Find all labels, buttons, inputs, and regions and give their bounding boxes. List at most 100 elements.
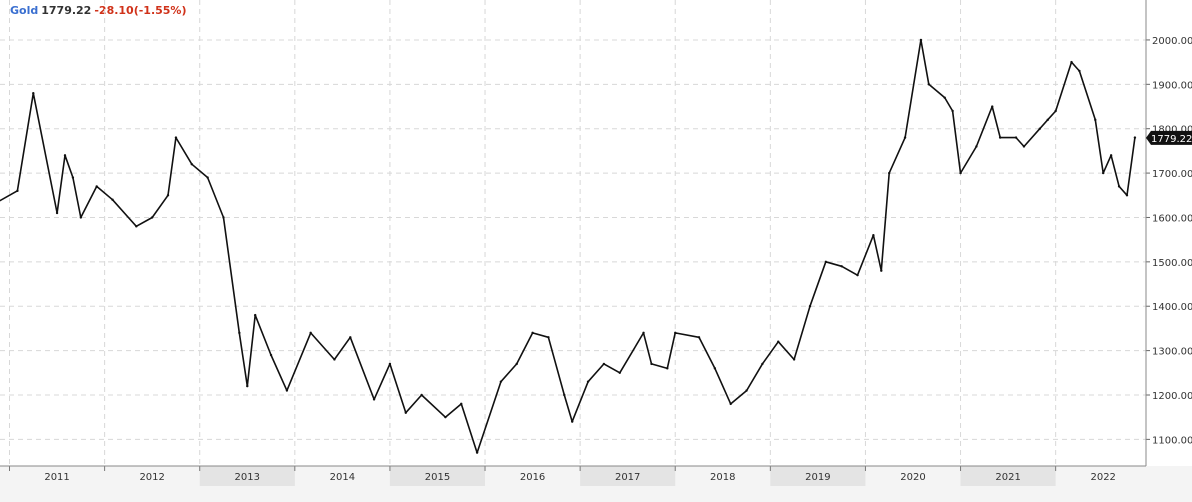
data-point bbox=[872, 234, 875, 237]
data-point bbox=[697, 336, 701, 339]
symbol-label: Gold bbox=[10, 4, 39, 17]
y-tick-label: 1700.00 bbox=[1152, 169, 1192, 180]
data-point bbox=[1046, 118, 1049, 122]
data-point bbox=[856, 273, 859, 277]
data-point bbox=[808, 305, 812, 308]
data-point bbox=[602, 362, 606, 366]
price-change: -28.10(-1.55%) bbox=[94, 4, 187, 17]
data-point bbox=[1133, 136, 1137, 139]
year-band-2013 bbox=[199, 466, 295, 486]
data-point bbox=[903, 136, 907, 139]
y-tick-label: 1500.00 bbox=[1152, 258, 1192, 269]
data-point bbox=[71, 176, 75, 179]
x-tick-label: 2017 bbox=[615, 472, 640, 483]
data-point bbox=[253, 313, 257, 317]
x-tick-label: 2016 bbox=[520, 472, 545, 483]
data-point bbox=[269, 353, 273, 357]
data-point bbox=[975, 145, 978, 148]
y-tick-label: 1800.00 bbox=[1152, 125, 1192, 136]
data-point bbox=[792, 358, 796, 361]
data-point bbox=[206, 176, 209, 179]
data-point bbox=[1054, 109, 1057, 113]
data-point bbox=[1070, 60, 1073, 64]
data-point bbox=[650, 362, 653, 366]
x-tick-label: 2012 bbox=[139, 472, 164, 483]
data-point bbox=[190, 163, 193, 166]
year-band-2017 bbox=[580, 466, 676, 486]
year-band-2021 bbox=[960, 466, 1056, 486]
data-point bbox=[150, 216, 154, 219]
data-point bbox=[1117, 185, 1121, 188]
data-point bbox=[888, 171, 891, 175]
year-band-2015 bbox=[389, 466, 486, 486]
data-point bbox=[642, 331, 645, 335]
data-point bbox=[32, 92, 35, 95]
data-point bbox=[1109, 154, 1113, 157]
y-tick-label: 1300.00 bbox=[1152, 347, 1192, 358]
data-point bbox=[586, 380, 590, 383]
data-point bbox=[959, 171, 962, 175]
data-point bbox=[349, 336, 352, 339]
data-point bbox=[666, 367, 669, 370]
data-point bbox=[1038, 127, 1042, 130]
y-tick-label: 2000.00 bbox=[1152, 36, 1192, 47]
x-tick-label: 2018 bbox=[710, 472, 735, 483]
data-point bbox=[111, 198, 114, 201]
data-point bbox=[880, 269, 883, 272]
x-tick-label: 2020 bbox=[900, 472, 925, 483]
data-point bbox=[729, 402, 732, 406]
data-point bbox=[1125, 194, 1129, 197]
series-layer bbox=[0, 38, 1137, 454]
data-point bbox=[420, 393, 423, 397]
x-tick-label: 2021 bbox=[995, 472, 1020, 483]
series-line bbox=[0, 39, 1136, 454]
x-tick-label: 2015 bbox=[425, 472, 450, 483]
data-point bbox=[444, 415, 447, 419]
data-point bbox=[460, 402, 463, 406]
x-tick-label: 2013 bbox=[235, 472, 260, 483]
data-point bbox=[563, 393, 566, 397]
data-point bbox=[309, 331, 312, 335]
y-tick-label: 1400.00 bbox=[1152, 302, 1192, 313]
data-point bbox=[285, 389, 289, 392]
data-point bbox=[55, 211, 59, 215]
gridlines bbox=[0, 0, 1146, 466]
data-point bbox=[777, 340, 780, 343]
data-point bbox=[951, 109, 954, 113]
last-value-tag bbox=[1146, 130, 1192, 145]
data-point bbox=[333, 358, 336, 361]
data-point bbox=[95, 185, 98, 188]
data-point bbox=[1102, 171, 1105, 175]
data-point bbox=[824, 260, 828, 264]
data-point bbox=[1022, 145, 1026, 148]
y-tick-label: 1200.00 bbox=[1152, 391, 1192, 402]
last-value-label: 1779.22 bbox=[1151, 134, 1192, 145]
data-point bbox=[761, 362, 764, 366]
data-point bbox=[547, 336, 550, 339]
data-point bbox=[1014, 136, 1018, 139]
data-point bbox=[222, 216, 225, 219]
axes: 2000.00 1900.00 1800.00 1700.00 1600.00 1500.… bbox=[0, 0, 1192, 483]
data-point bbox=[79, 216, 83, 219]
last-price: 1779.22 bbox=[41, 4, 92, 17]
y-tick-label: 1900.00 bbox=[1152, 80, 1192, 91]
data-point bbox=[388, 362, 392, 366]
data-point bbox=[475, 451, 479, 454]
data-point bbox=[1078, 69, 1081, 73]
x-tick-label: 2011 bbox=[44, 472, 69, 483]
data-point bbox=[674, 331, 677, 335]
x-tick-label: 2019 bbox=[805, 472, 830, 483]
data-point bbox=[16, 189, 19, 193]
x-tick-label: 2022 bbox=[1090, 472, 1115, 483]
data-point bbox=[531, 331, 534, 335]
data-point bbox=[1094, 118, 1097, 122]
data-point bbox=[515, 362, 518, 366]
data-point bbox=[499, 380, 503, 383]
data-point bbox=[174, 136, 178, 139]
data-point bbox=[927, 83, 931, 86]
x-tick-label: 2014 bbox=[330, 472, 355, 483]
data-point bbox=[571, 420, 574, 423]
data-point bbox=[998, 136, 1002, 139]
